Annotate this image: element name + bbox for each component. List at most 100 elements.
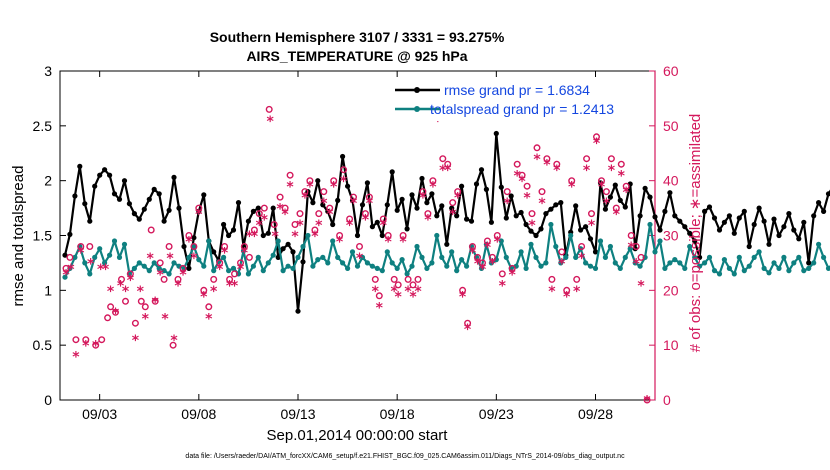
- totalspread-point: [146, 268, 152, 274]
- right-y-tick-label: 40: [663, 173, 679, 189]
- obs-assimilated-point: *: [380, 218, 388, 234]
- obs-assimilated-point: *: [161, 311, 169, 327]
- rmse-point: [791, 227, 797, 233]
- totalspread-point: [374, 265, 380, 271]
- obs-possible-point: [169, 341, 177, 349]
- obs-possible-point: [598, 177, 606, 185]
- rmse-point: [483, 186, 489, 192]
- totalspread-point: [816, 241, 822, 247]
- rmse-point: [692, 238, 698, 244]
- obs-assimilated-point: *: [376, 300, 384, 316]
- totalspread-point: [444, 263, 450, 269]
- obs-possible-point: [459, 286, 467, 294]
- totalspread-point: [687, 243, 693, 250]
- obs-assimilated-point: *: [528, 218, 536, 234]
- totalspread-point: [741, 268, 747, 274]
- rmse-point: [478, 167, 485, 173]
- obs-assimilated-point: *: [484, 240, 492, 256]
- obs-possible-point: [260, 204, 268, 212]
- totalspread-point: [711, 268, 718, 274]
- totalspread-point: [325, 260, 331, 266]
- obs-possible-point: [350, 193, 358, 201]
- obs-assimilated-point: *: [87, 256, 95, 272]
- totalspread-point: [726, 265, 733, 271]
- obs-possible-point: [632, 242, 640, 250]
- rmse-point: [543, 211, 549, 217]
- obs-possible-point: [558, 248, 566, 256]
- rmse-point: [107, 172, 113, 178]
- legend-rmse-label: rmse grand pr = 1.6834: [444, 82, 590, 98]
- rmse-point: [211, 249, 217, 255]
- data-file-footer: data file: /Users/raeder/DAI/ATM_forcXX/…: [185, 453, 625, 460]
- rmse-point: [617, 197, 623, 203]
- rmse-point: [687, 230, 693, 236]
- obs-possible-point: [141, 303, 149, 311]
- rmse-point: [354, 232, 361, 239]
- obs-assimilated-point: *: [459, 289, 467, 305]
- rmse-point: [226, 232, 232, 239]
- obs-assimilated-point: *: [166, 251, 174, 267]
- totalspread-point: [359, 254, 366, 260]
- obs-assimilated-point: *: [553, 163, 561, 179]
- rmse-point: [667, 190, 673, 196]
- obs-assimilated-point: *: [499, 278, 507, 294]
- totalspread-point: [568, 232, 574, 239]
- obs-assimilated-point: *: [102, 262, 110, 278]
- obs-assimilated-point: *: [474, 256, 482, 272]
- rmse-point: [449, 205, 455, 211]
- obs-possible-point: [265, 105, 273, 113]
- obs-assimilated-point: *: [231, 278, 239, 294]
- totalspread-point: [682, 265, 688, 271]
- rmse-point: [622, 204, 628, 210]
- obs-assimilated-point: *: [72, 350, 80, 366]
- obs-assimilated-point: *: [593, 136, 601, 152]
- obs-assimilated-point: *: [179, 267, 187, 283]
- totalspread-point: [617, 265, 623, 271]
- rmse-point: [265, 230, 271, 236]
- obs-possible-point: [439, 155, 447, 163]
- totalspread-point: [825, 265, 830, 271]
- obs-assimilated-point: *: [404, 284, 412, 300]
- totalspread-point: [245, 271, 251, 277]
- obs-assimilated-point: *: [469, 245, 477, 261]
- obs-possible-point: [190, 242, 198, 250]
- rmse-point: [706, 204, 713, 210]
- obs-assimilated-point: *: [608, 163, 616, 179]
- obs-possible-point: [210, 275, 218, 283]
- rmse-point: [92, 183, 98, 189]
- obs-possible-point: [336, 231, 344, 239]
- rmse-point: [121, 178, 128, 184]
- obs-possible-point: [404, 275, 412, 283]
- totalspread-point: [776, 265, 782, 271]
- obs-possible-point: [563, 286, 571, 294]
- totalspread-point: [439, 254, 445, 260]
- obs-assimilated-point: *: [518, 174, 526, 190]
- obs-assimilated-point: *: [77, 245, 85, 261]
- obs-assimilated-point: *: [200, 289, 208, 305]
- obs-possible-point: [479, 259, 487, 267]
- totalspread-point: [523, 265, 529, 271]
- obs-possible-point: [583, 155, 591, 163]
- obs-assimilated-point: *: [82, 339, 90, 355]
- totalspread-point: [394, 265, 400, 271]
- rmse-point: [191, 235, 197, 241]
- rmse-point: [657, 227, 663, 233]
- totalspread-point: [82, 260, 88, 266]
- chart-subtitle: AIRS_TEMPERATURE @ 925 hPa: [246, 48, 467, 64]
- obs-possible-point: [230, 270, 238, 278]
- obs-assimilated-point: *: [276, 202, 284, 218]
- obs-assimilated-point: *: [132, 333, 140, 349]
- obs-assimilated-point: *: [216, 262, 224, 278]
- totalspread-point: [285, 263, 291, 269]
- obs-possible-point: [533, 144, 541, 152]
- obs-assimilated-point: *: [533, 152, 541, 168]
- totalspread-point: [751, 254, 757, 260]
- rmse-point: [806, 260, 812, 266]
- totalspread-point: [87, 271, 93, 277]
- totalspread-point: [563, 254, 569, 260]
- right-y-axis: 0 10 20 30 40 50 60: [649, 63, 679, 408]
- rmse-point: [364, 180, 370, 186]
- x-tick-label: 09/08: [181, 406, 216, 422]
- obs-possible-point: [62, 264, 70, 272]
